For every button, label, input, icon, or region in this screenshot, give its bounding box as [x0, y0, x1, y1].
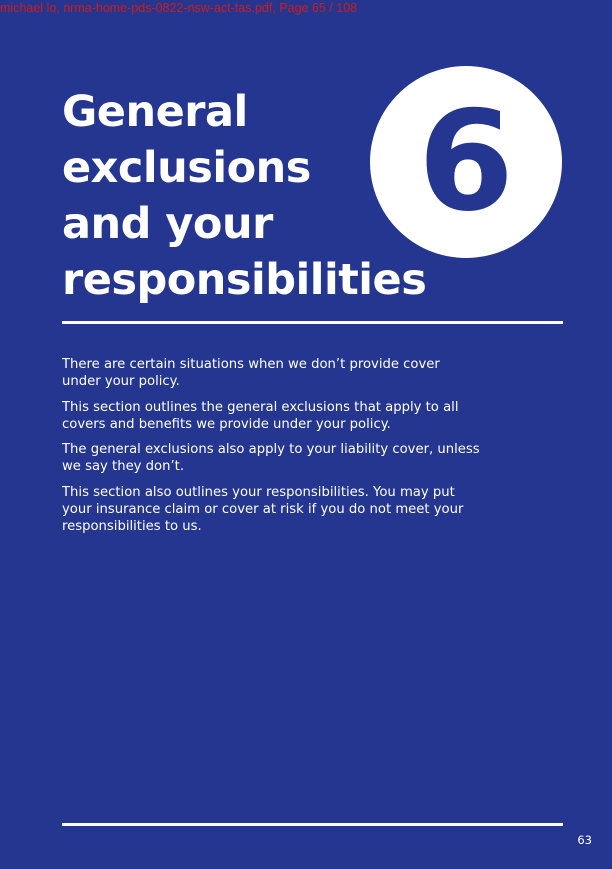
intro-paragraph: This section also outlines your responsi… — [62, 484, 464, 534]
section-number: 6 — [417, 81, 515, 242]
intro-paragraph: There are certain situations when we don… — [62, 357, 440, 389]
section-title: General exclusions and your responsibili… — [62, 84, 427, 308]
section-title-line: General — [62, 87, 248, 137]
intro-paragraph: This section outlines the general exclus… — [62, 399, 459, 432]
page-number: 63 — [577, 833, 592, 847]
footer-divider — [62, 823, 563, 826]
section-title-line: exclusions — [62, 143, 311, 193]
section-title-line: and your — [62, 199, 273, 249]
document-watermark: michael lo, nrma-home-pds-0822-nsw-act-t… — [0, 1, 358, 15]
section-title-line: responsibilities — [62, 255, 427, 305]
section-number-circle — [370, 66, 562, 258]
title-divider — [62, 321, 563, 324]
section-intro: There are certain situations when we don… — [62, 356, 482, 543]
intro-paragraph: The general exclusions also apply to you… — [62, 442, 480, 474]
